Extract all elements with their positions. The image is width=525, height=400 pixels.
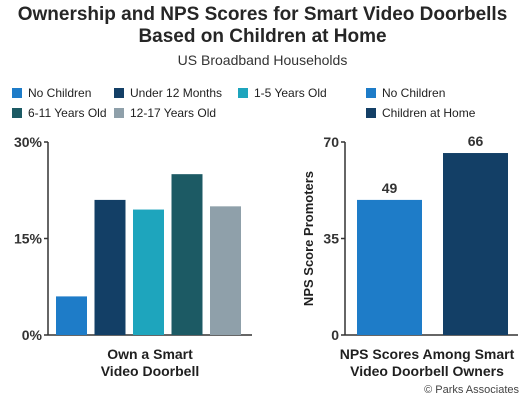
right-x-label-line-1: NPS Scores Among Smart — [339, 346, 515, 362]
y-tick-label: 70 — [323, 134, 339, 150]
bar — [210, 206, 241, 335]
legend-label: 12-17 Years Old — [130, 106, 217, 120]
y-tick-label: 35 — [323, 231, 339, 247]
legend-label: Children at Home — [382, 106, 476, 120]
legend-swatch — [238, 88, 248, 98]
bar — [171, 174, 203, 335]
legend-label: Under 12 Months — [130, 86, 223, 100]
bar — [94, 199, 126, 335]
legend-swatch — [114, 88, 124, 98]
title-line-2: Based on Children at Home — [138, 26, 387, 47]
title-line-1: Ownership and NPS Scores for Smart Video… — [17, 4, 508, 25]
bar — [133, 209, 164, 335]
left-chart: 0% 15% 30% — [14, 134, 252, 343]
right-chart: 0 35 70 49 66 NPS Score Promoters — [301, 133, 518, 343]
legend-label: No Children — [382, 86, 446, 100]
left-x-category-label: Own a Smart Video Doorbell — [50, 346, 250, 380]
right-x-label-line-2: Video Doorbell Owners — [350, 363, 504, 379]
legend-label: No Children — [28, 86, 92, 100]
data-label: 66 — [468, 133, 484, 149]
legend-swatch — [366, 88, 376, 98]
legend-swatch — [12, 108, 22, 118]
legend-swatch — [12, 88, 22, 98]
bar — [56, 296, 87, 335]
legend-swatch — [114, 108, 124, 118]
right-x-category-label: NPS Scores Among Smart Video Doorbell Ow… — [336, 346, 518, 380]
data-label: 49 — [382, 180, 398, 196]
chart-subtitle: US Broadband Households — [177, 52, 348, 68]
chart-title: Ownership and NPS Scores for Smart Video… — [0, 4, 525, 48]
y-tick-label: 0% — [22, 327, 43, 343]
legend-swatch — [366, 108, 376, 118]
legend-label: 6-11 Years Old — [28, 106, 107, 120]
left-x-label-line-1: Own a Smart — [107, 346, 193, 362]
legend-label: 1-5 Years Old — [254, 86, 327, 100]
bar — [357, 199, 422, 335]
y-tick-label: 15% — [14, 231, 43, 247]
credit-text: © Parks Associates — [424, 384, 519, 396]
y-tick-label: 0 — [331, 327, 339, 343]
left-x-label-line-2: Video Doorbell — [100, 363, 200, 379]
bar — [443, 153, 508, 335]
y-axis-title: NPS Score Promoters — [301, 171, 316, 306]
y-tick-label: 30% — [14, 134, 43, 150]
